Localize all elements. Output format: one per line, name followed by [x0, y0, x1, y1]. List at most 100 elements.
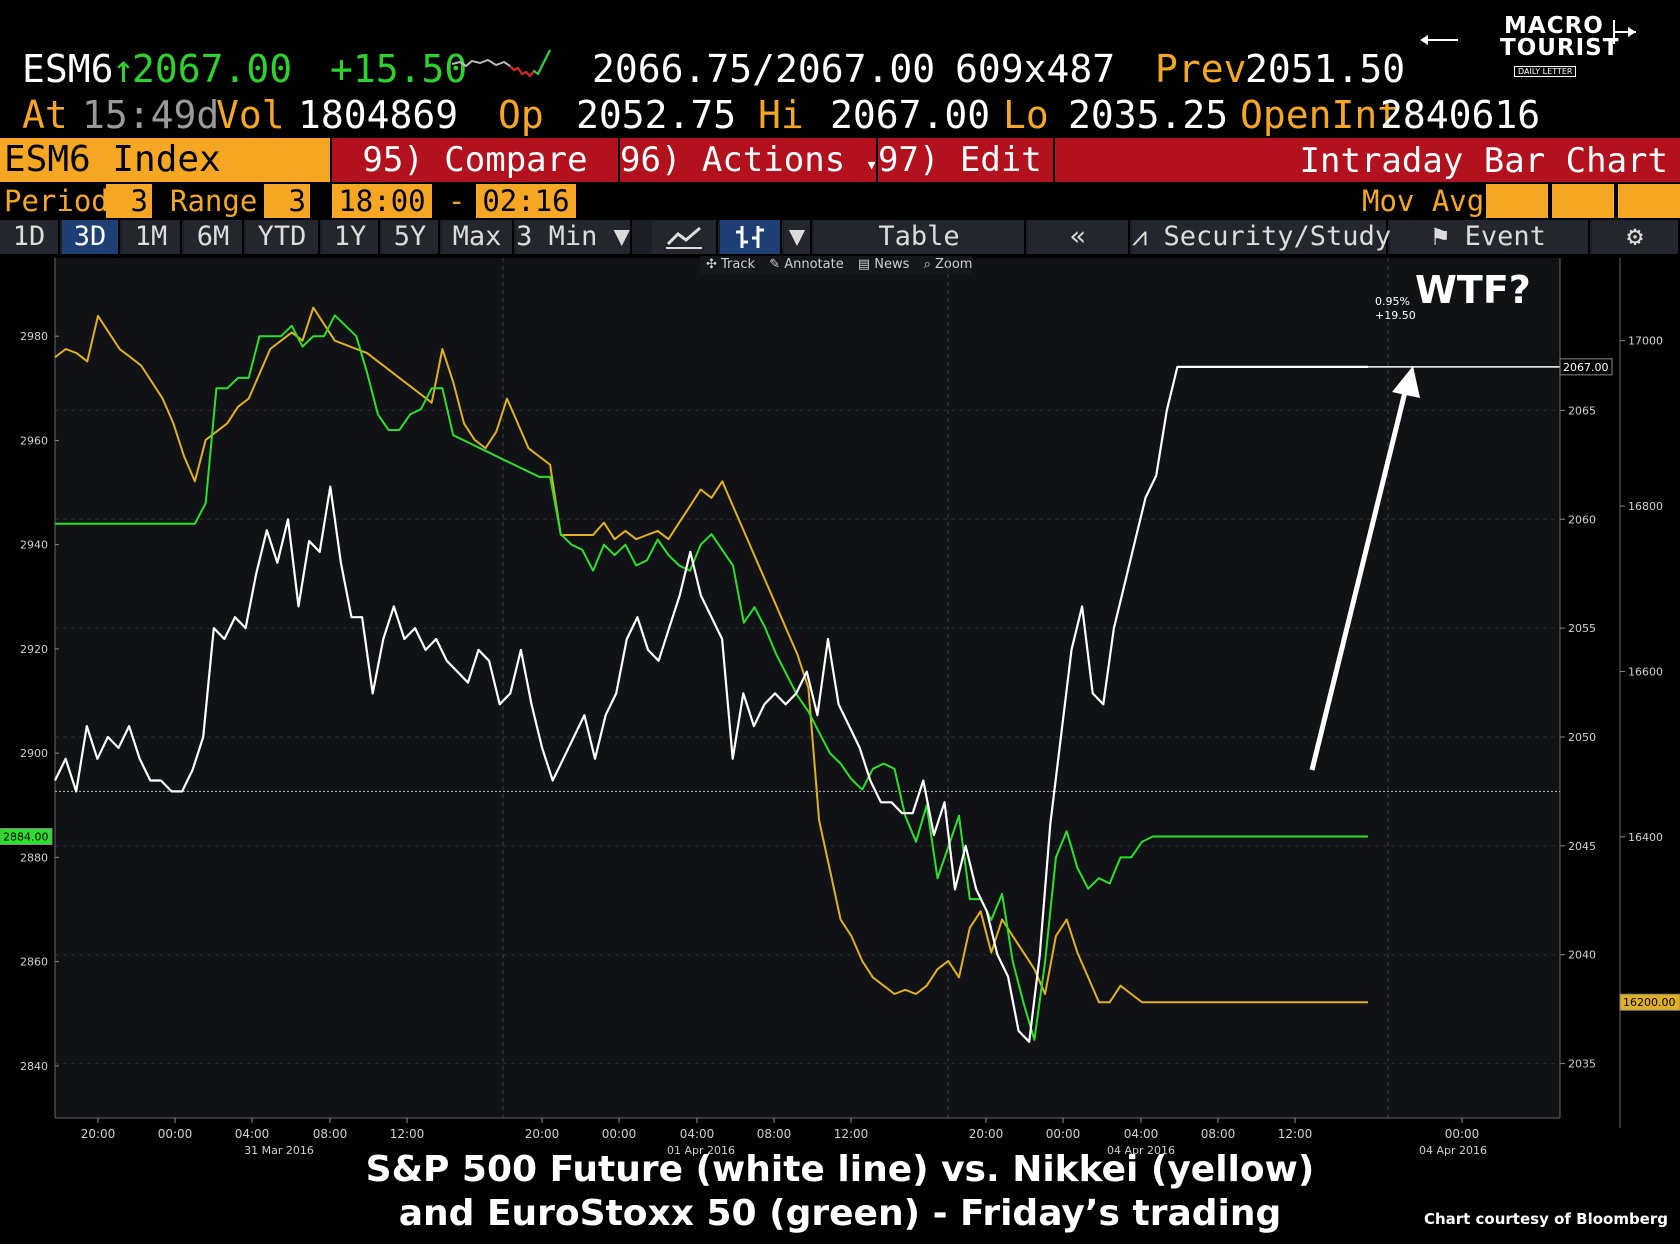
news-tool[interactable]: ▤ News: [857, 257, 910, 272]
lo-value: 2035.25: [1068, 93, 1229, 137]
bar-chart-icon[interactable]: [720, 220, 782, 254]
period-label: Period: [4, 184, 109, 218]
mid-tick-label: 2045: [1568, 840, 1596, 853]
left-tick-label: 2840: [20, 1060, 48, 1073]
edit-button[interactable]: 97) Edit ▾: [878, 138, 1074, 182]
abs-change-label: +19.50: [1375, 309, 1416, 322]
x-tick-label: 12:00: [390, 1127, 425, 1141]
tab-5y[interactable]: 5Y: [382, 220, 440, 254]
mid-tick-label: 2065: [1568, 404, 1596, 417]
right-tick-label: 16800: [1628, 500, 1663, 513]
hi-value: 2067.00: [830, 93, 991, 137]
x-tick-label: 08:00: [313, 1127, 348, 1141]
tab-1y[interactable]: 1Y: [322, 220, 380, 254]
left-tick-label: 2860: [20, 956, 48, 969]
event-label: Event: [1464, 221, 1546, 252]
caption-line-2: and EuroStoxx 50 (green) - Friday’s trad…: [398, 1193, 1282, 1234]
edit-label: 97) Edit: [878, 140, 1042, 180]
tab-ytd[interactable]: YTD: [246, 220, 320, 254]
security-study-label: Security/Study: [1163, 221, 1392, 252]
mid-tick-label: 2060: [1568, 513, 1596, 526]
x-tick-label: 20:00: [969, 1127, 1004, 1141]
eurostoxx-last-tag-box: [0, 828, 53, 846]
tab-6m[interactable]: 6M: [184, 220, 244, 254]
annotation-arrow-head: [1392, 366, 1420, 398]
left-tick-label: 2960: [20, 434, 48, 447]
table-button[interactable]: Table: [814, 220, 1026, 254]
up-arrow-icon: ↑: [112, 47, 135, 91]
x-tick-label: 04:00: [1124, 1127, 1159, 1141]
period-field[interactable]: 3: [106, 184, 152, 218]
eurostoxx-last-tag: 2884.00: [3, 831, 49, 844]
macro-tourist-logo: MACRO TOURIST DAILY LETTER: [1418, 10, 1638, 90]
collapse-left-icon[interactable]: «: [1028, 220, 1130, 254]
bid-ask-size: 609x487: [955, 47, 1116, 91]
x-tick-label: 00:00: [1445, 1127, 1480, 1141]
line-chart-icon[interactable]: [652, 220, 718, 254]
start-time-field[interactable]: 18:00: [332, 184, 432, 218]
x-date-label: 04 Apr 2016: [1419, 1144, 1487, 1157]
interval-select[interactable]: 3 Min ▼: [516, 220, 632, 254]
x-tick-label: 08:00: [1201, 1127, 1236, 1141]
zoom-tool[interactable]: ⌕ Zoom: [923, 257, 973, 272]
settings-gear-icon[interactable]: ⚙: [1592, 220, 1680, 254]
security-study-button[interactable]: ⩘ Security/Study: [1132, 220, 1391, 254]
vol-label: Vol: [216, 93, 285, 137]
mid-tick-label: 2040: [1568, 949, 1596, 962]
vol-value: 1804869: [298, 93, 459, 137]
open-value: 2052.75: [576, 93, 737, 137]
last-price-tag: 2067.00: [1563, 361, 1609, 374]
tab-3d[interactable]: 3D: [62, 220, 120, 254]
x-tick-label: 04:00: [680, 1127, 715, 1141]
end-time-field[interactable]: 02:16: [476, 184, 576, 218]
nikkei-line: [54, 306, 1368, 1004]
sp500-future-line: [54, 365, 1368, 1043]
last-price: 2067.00: [132, 47, 293, 91]
sparkline: [452, 49, 551, 78]
x-date-label: 01 Apr 2016: [667, 1144, 735, 1157]
openint-label: OpenInt: [1240, 93, 1401, 137]
left-tick-label: 2940: [20, 539, 48, 552]
openint-value: 2840616: [1380, 93, 1541, 137]
open-label: Op: [498, 93, 544, 137]
movavg-field-3[interactable]: [1618, 184, 1680, 218]
chart-type-dropdown-icon[interactable]: ▼: [784, 220, 812, 254]
track-tool[interactable]: ✣ Track: [706, 257, 756, 272]
hi-label: Hi: [758, 93, 804, 137]
x-tick-label: 04:00: [235, 1127, 270, 1141]
study-icon: ⩘: [1132, 221, 1148, 252]
movavg-field-2[interactable]: [1552, 184, 1614, 218]
range-field[interactable]: 3: [264, 184, 310, 218]
nikkei-last-tag-box: [1619, 993, 1680, 1011]
actions-button[interactable]: 96) Actions ▾: [620, 138, 878, 182]
tab-1m[interactable]: 1M: [122, 220, 182, 254]
compare-button[interactable]: 95) Compare: [332, 138, 618, 182]
tab-max[interactable]: Max: [442, 220, 514, 254]
left-tick-label: 2900: [20, 747, 48, 760]
annotation-arrow-shaft: [1309, 391, 1408, 771]
x-tick-label: 00:00: [158, 1127, 193, 1141]
mid-tick-label: 2035: [1568, 1058, 1596, 1071]
range-label: Range: [170, 184, 258, 218]
x-tick-label: 20:00: [525, 1127, 560, 1141]
left-tick-label: 2980: [20, 330, 48, 343]
security-label[interactable]: ESM6 Index: [0, 138, 330, 182]
tab-1d[interactable]: 1D: [0, 220, 60, 254]
caret-down-icon: ▼: [613, 221, 630, 252]
actions-label: 96) Actions: [620, 140, 846, 180]
caption-line-1: S&P 500 Future (white line) vs. Nikkei (…: [365, 1149, 1315, 1190]
movavg-field-1[interactable]: [1486, 184, 1548, 218]
last-price-tag-box: [1559, 358, 1613, 376]
prev-label: Prev: [1155, 47, 1247, 91]
x-tick-label: 12:00: [1278, 1127, 1313, 1141]
quote-time: 15:49d: [82, 93, 220, 137]
annotate-tool[interactable]: ✎ Annotate: [769, 257, 844, 272]
interval-label: 3 Min: [516, 221, 598, 252]
pct-change-label: 0.95%: [1375, 295, 1410, 308]
lo-label: Lo: [1003, 93, 1049, 137]
left-tick-label: 2920: [20, 643, 48, 656]
nikkei-last-tag: 16200.00: [1623, 996, 1676, 1009]
x-date-label: 31 Mar 2016: [244, 1144, 314, 1157]
event-button[interactable]: ⚑ Event: [1390, 220, 1590, 254]
